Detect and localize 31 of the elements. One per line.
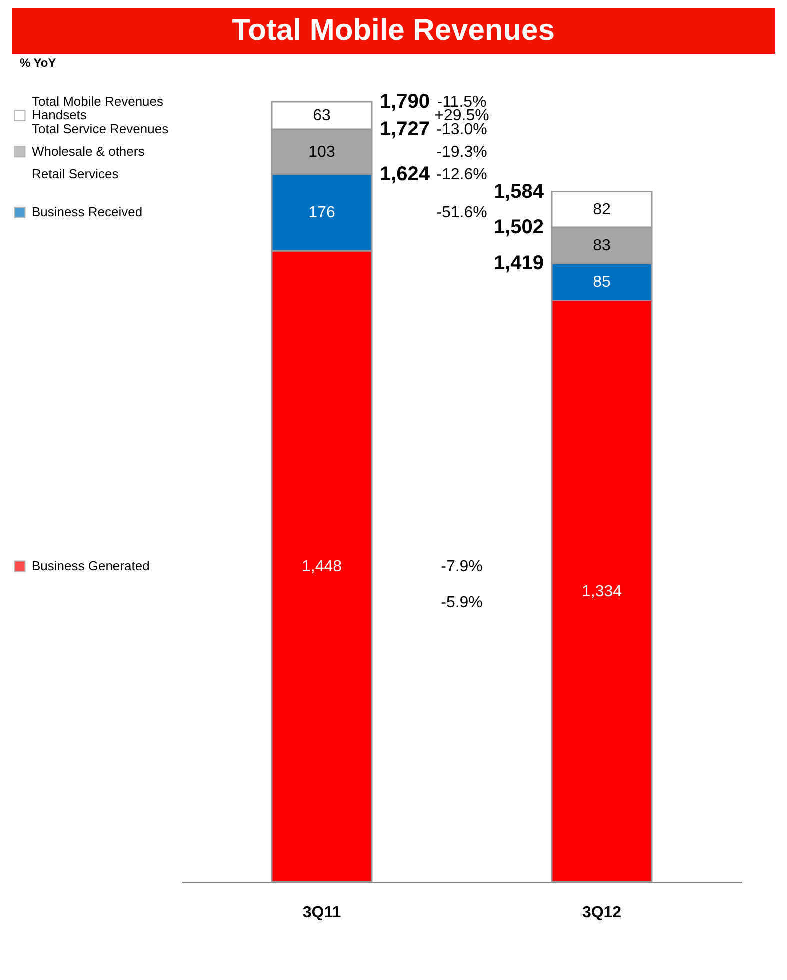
data-label: 176 [308, 204, 336, 222]
annotation: 1,727 [380, 118, 430, 140]
annotation: -7.9% [441, 558, 483, 576]
annotation: 1,790 [380, 91, 430, 113]
annotation: -5.9% [441, 594, 483, 612]
chart-title: Total Mobile Revenues [32, 94, 164, 109]
text: Retail Services [32, 166, 120, 182]
annotation: 1,624 [380, 163, 431, 186]
legend-label: Business Received [32, 204, 143, 220]
annotation: -51.6% [436, 204, 488, 222]
annotation: 1,502 [494, 216, 544, 238]
annotation: -12.6% [436, 166, 488, 184]
data-label: 1,334 [582, 583, 622, 600]
text: % YoY [20, 56, 58, 70]
x-tick-label: 3Q11 [302, 904, 342, 922]
text: Total Service Revenues [32, 121, 170, 136]
data-label: 103 [308, 144, 336, 161]
legend-label: Wholesale & others [32, 144, 146, 159]
annotation: 1,584 [494, 180, 545, 203]
data-label: 63 [313, 108, 331, 125]
data-label: 85 [593, 274, 611, 292]
legend-label: Handsets [32, 108, 88, 123]
data-label: 82 [593, 202, 611, 219]
data-label: 1,448 [302, 558, 342, 576]
annotation: -19.3% [436, 144, 488, 161]
legend-label: Business Generated [32, 558, 150, 574]
annotation: -13.0% [436, 121, 488, 138]
annotation: 1,419 [494, 252, 544, 275]
text: Total Mobile Revenues [12, 8, 775, 54]
x-tick-label: 3Q12 [582, 904, 622, 922]
data-label: 83 [593, 238, 611, 255]
